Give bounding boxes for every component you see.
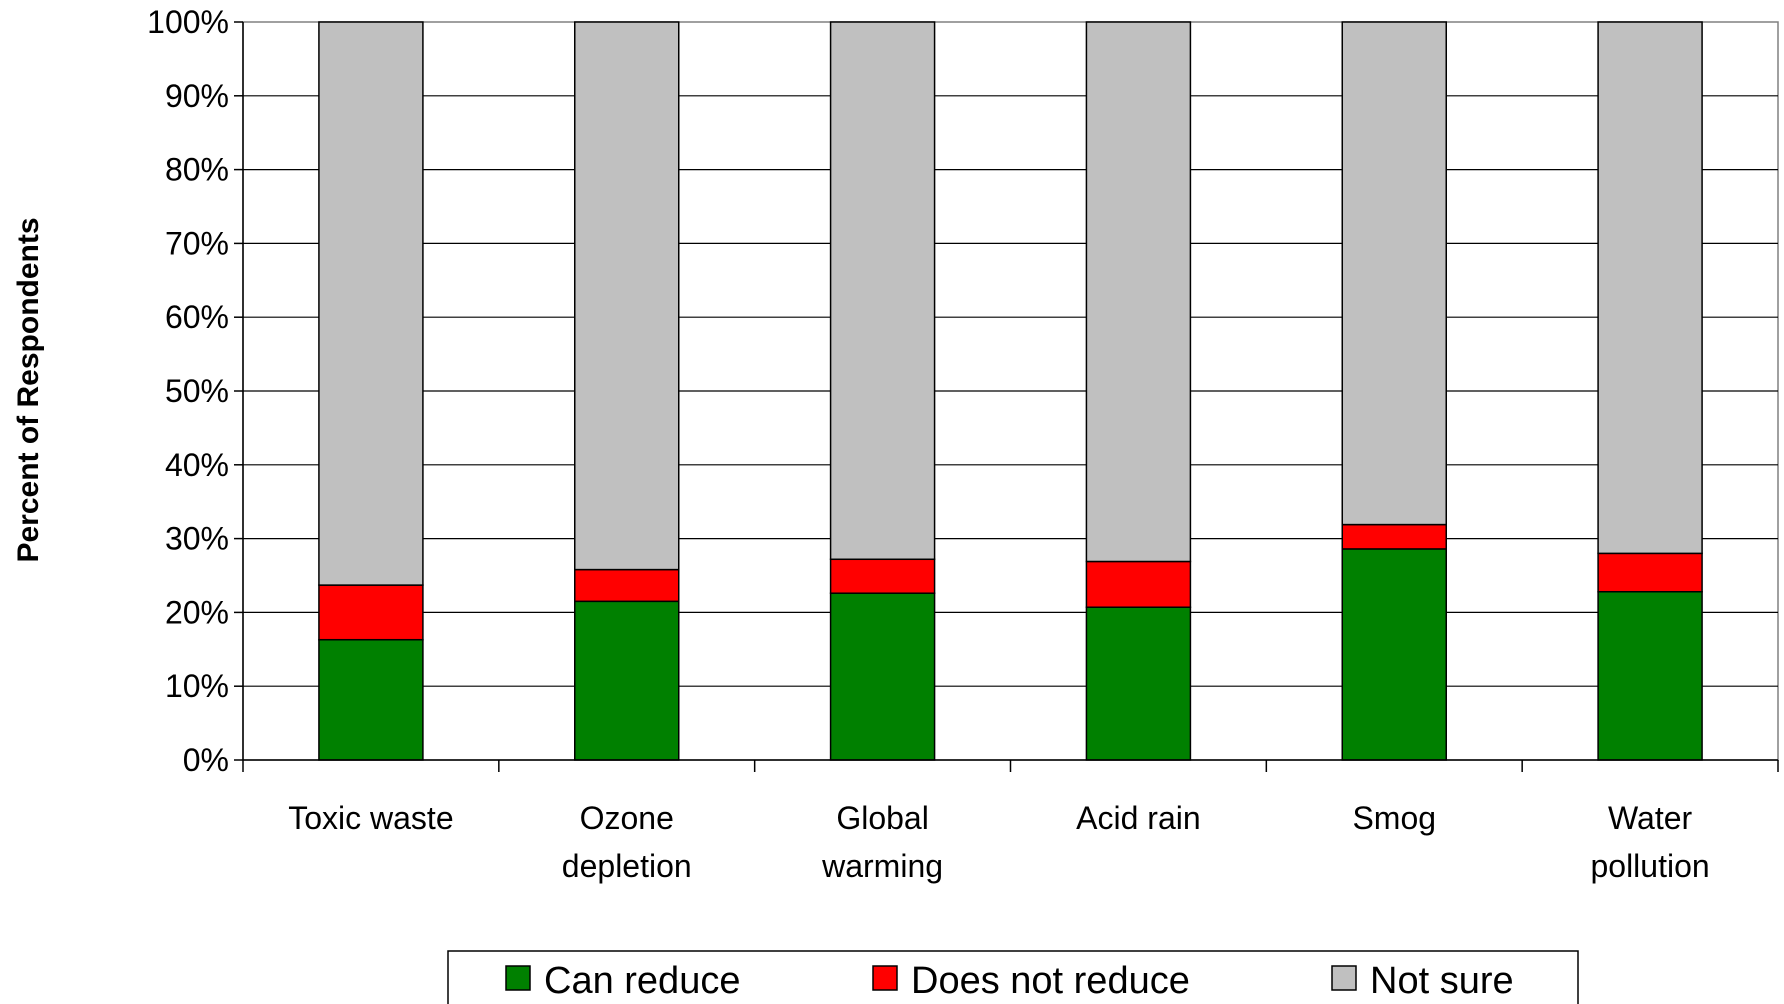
bar-segment (1597, 552, 1703, 593)
x-tick-label: Acid rain (1076, 800, 1201, 836)
y-tick-label: 100% (147, 4, 229, 40)
y-tick-label: 30% (165, 521, 229, 557)
y-tick-label: 20% (165, 594, 229, 630)
bar-segment (1341, 548, 1447, 761)
y-tick-label: 40% (165, 447, 229, 483)
bar-segment (318, 21, 424, 586)
legend-swatch (1331, 965, 1357, 991)
plot-area (242, 21, 1779, 761)
x-tick-label: Ozone (580, 800, 674, 836)
bar-segment (318, 584, 424, 641)
legend: Can reduce Does not reduce Not sure (447, 950, 1579, 1004)
bar-segment (1341, 523, 1447, 550)
bar-segment (574, 600, 680, 761)
bar-segment (829, 21, 936, 561)
y-tick-label: 80% (165, 152, 229, 188)
bar-segment (574, 21, 680, 571)
bar-segment (1085, 560, 1192, 608)
bar-segment (1597, 590, 1703, 761)
x-tick-label: Water (1608, 800, 1693, 836)
y-tick-label: 90% (165, 78, 229, 114)
y-tick-label: 10% (165, 668, 229, 704)
bar-segment (1085, 606, 1192, 761)
legend-label: Not sure (1370, 960, 1514, 1002)
bar-segment (1085, 21, 1192, 563)
legend-box (447, 950, 1579, 1004)
bar-segment (1597, 21, 1703, 555)
bar-segment (829, 592, 936, 761)
x-tick-label: Toxic waste (288, 800, 453, 836)
bars (318, 21, 1703, 761)
legend-label: Does not reduce (911, 960, 1190, 1002)
bar-segment (574, 568, 680, 603)
bar-segment (1341, 21, 1447, 526)
y-axis-label: Percent of Respondents (12, 217, 45, 562)
bar-segment (829, 558, 936, 594)
legend-label: Can reduce (544, 960, 740, 1002)
axes: 0% 10% 20% 30% 40% 50% 60% 70% 80% 90% 100% Toxic w… (147, 4, 1779, 884)
x-tick-label: warming (821, 848, 943, 884)
x-tick-label: Global (836, 800, 929, 836)
x-tick-label: depletion (562, 848, 692, 884)
legend-swatch (505, 965, 531, 991)
x-tick-label: pollution (1590, 848, 1709, 884)
x-tick-label: Smog (1352, 800, 1436, 836)
legend-swatch (872, 965, 898, 991)
y-tick-label: 70% (165, 225, 229, 261)
y-tick-label: 0% (183, 742, 229, 778)
y-tick-label: 60% (165, 299, 229, 335)
bar-segment (318, 638, 424, 761)
y-tick-label: 50% (165, 373, 229, 409)
